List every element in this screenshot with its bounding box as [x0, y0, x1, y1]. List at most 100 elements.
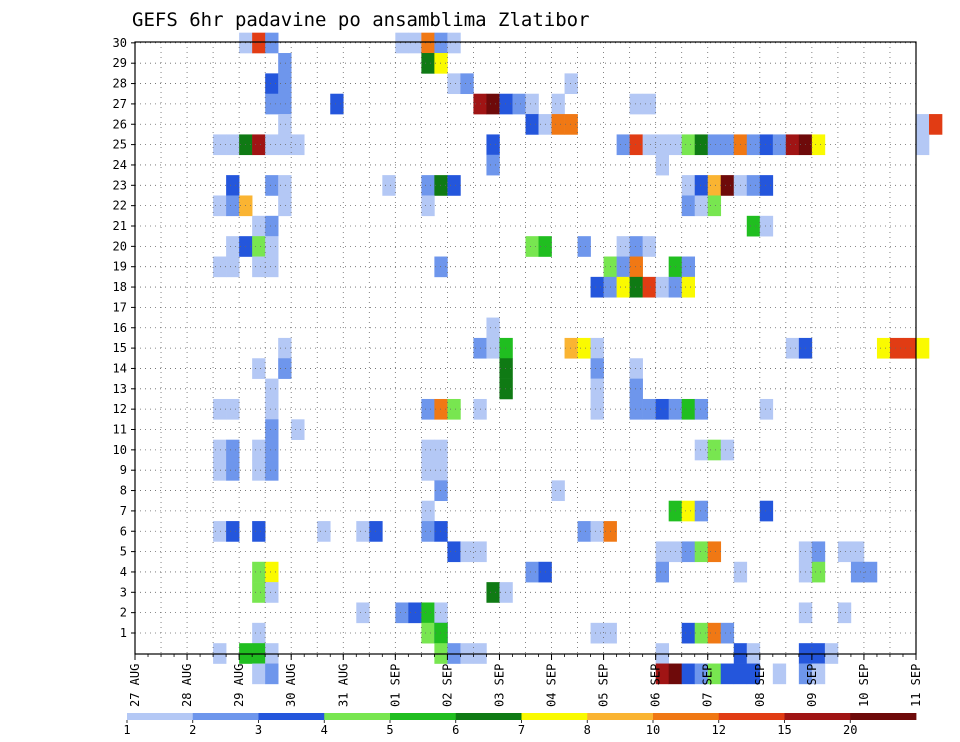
heatmap-cell [681, 195, 696, 217]
heatmap-cell [447, 32, 461, 54]
legend-swatch [718, 713, 785, 720]
legend-swatch [390, 713, 457, 720]
heatmap-cell [642, 398, 656, 420]
heatmap-cell [213, 256, 227, 278]
heatmap-cell [811, 561, 826, 583]
heatmap-cell [694, 398, 709, 420]
heatmap-cell [694, 134, 709, 156]
heatmap-cell [421, 53, 435, 74]
heatmap-cell [564, 337, 578, 359]
x-tick-label: 11 SEP [909, 664, 923, 707]
legend-swatch [587, 713, 654, 720]
heatmap-cell [629, 378, 643, 400]
heatmap-cell [681, 398, 696, 420]
y-tick-label: 2 [120, 606, 127, 620]
heatmap-cell [707, 195, 722, 217]
y-tick-label: 30 [113, 36, 127, 50]
heatmap-cell [213, 460, 227, 481]
y-tick-label: 25 [113, 138, 127, 152]
heatmap-cell [252, 561, 266, 583]
heatmap-cell [213, 134, 227, 156]
heatmap-cell [811, 663, 826, 685]
heatmap-cell [512, 93, 526, 115]
heatmap-cell [434, 439, 448, 461]
heatmap-cell [213, 398, 227, 420]
heatmap-cell [707, 541, 722, 563]
legend-label: 6 [452, 723, 459, 737]
heatmap-cell [252, 256, 266, 278]
y-tick-label: 3 [120, 585, 127, 599]
heatmap-cell [395, 602, 409, 624]
heatmap-cell [499, 93, 513, 115]
heatmap-cell [720, 663, 735, 685]
heatmap-cell [434, 398, 448, 420]
heatmap-cell [395, 32, 409, 54]
heatmap-cell [681, 276, 696, 298]
heatmap-cell [252, 582, 266, 603]
heatmap-cell [226, 175, 240, 196]
heatmap-cell [707, 134, 722, 156]
heatmap-cell [265, 419, 279, 440]
x-tick-label: 01 SEP [388, 664, 402, 707]
heatmap-cell [213, 195, 227, 217]
heatmap-cell [486, 93, 500, 115]
heatmap-cell [486, 582, 500, 603]
heatmap-cell [291, 134, 305, 156]
heatmap-cell [590, 398, 604, 420]
heatmap-cell [681, 663, 696, 685]
heatmap-cell [694, 663, 709, 685]
heatmap-cell [525, 93, 539, 115]
heatmap-cell [265, 175, 279, 196]
legend-swatch [192, 713, 259, 720]
heatmap-cell [590, 358, 604, 379]
heatmap-cell [252, 358, 266, 379]
x-tick-label: 02 SEP [440, 664, 454, 707]
heatmap-cell [746, 175, 761, 196]
heatmap-cell [265, 32, 279, 54]
heatmap-cell [616, 276, 630, 298]
heatmap-cell [837, 541, 852, 563]
x-tick-label: 07 SEP [701, 664, 715, 707]
y-tick-label: 15 [113, 341, 127, 355]
heatmap-cell [252, 622, 266, 644]
heatmap-cell [434, 480, 448, 502]
heatmap-cell [902, 337, 917, 359]
heatmap-cell [265, 460, 279, 481]
heatmap-cell [720, 175, 735, 196]
heatmap-cell [434, 622, 448, 644]
heatmap-cell [421, 460, 435, 481]
y-tick-label: 8 [120, 484, 127, 498]
heatmap-cell [655, 154, 669, 176]
heatmap-cell [616, 236, 630, 257]
heatmap-cell [434, 32, 448, 54]
heatmap-cell [447, 73, 461, 95]
legend-label: 4 [321, 723, 328, 737]
heatmap-cell [226, 236, 240, 257]
y-tick-label: 7 [120, 504, 127, 518]
heatmap-cell [252, 236, 266, 257]
heatmap-cell [356, 521, 370, 542]
heatmap-cell [434, 460, 448, 481]
legend-label: 12 [712, 723, 726, 737]
legend-label: 7 [518, 723, 525, 737]
heatmap-cell [746, 134, 761, 156]
y-tick-label: 5 [120, 545, 127, 559]
heatmap-cell [746, 215, 761, 237]
heatmap-cell [291, 419, 305, 440]
heatmap-cell [278, 195, 292, 217]
heatmap-cell [421, 175, 435, 196]
x-tick-label: 30 AUG [284, 664, 298, 707]
heatmap-cell [213, 521, 227, 542]
y-tick-label: 27 [113, 97, 127, 111]
y-tick-label: 28 [113, 77, 127, 91]
heatmap-cell [720, 134, 735, 156]
y-tick-label: 6 [120, 524, 127, 538]
heatmap-cell [317, 521, 331, 542]
heatmap-cell [434, 521, 448, 542]
heatmap-cell [486, 154, 500, 176]
y-tick-label: 22 [113, 199, 127, 213]
heatmap-cell [421, 398, 435, 420]
heatmap-cell [330, 93, 344, 115]
heatmap-cell [577, 337, 591, 359]
heatmap-cell [252, 460, 266, 481]
